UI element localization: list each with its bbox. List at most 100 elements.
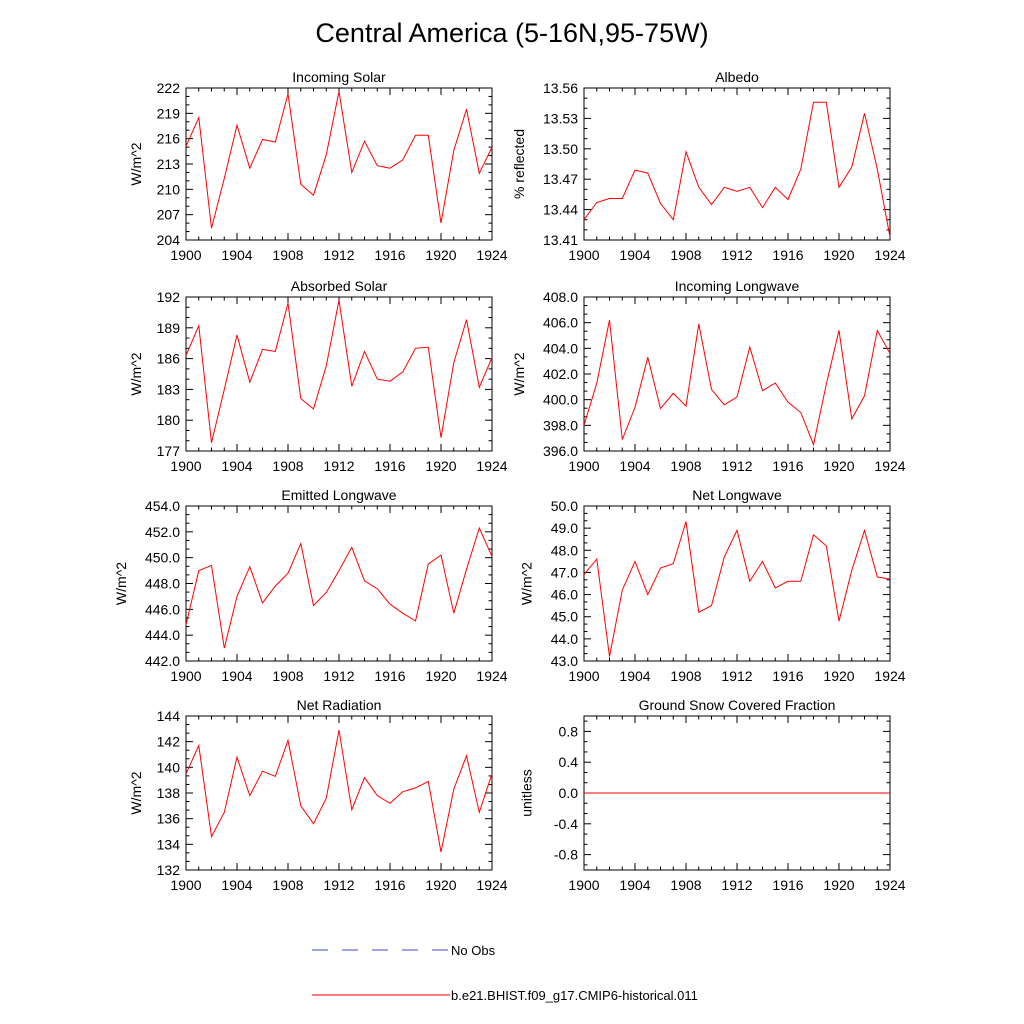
panel-title: Incoming Solar xyxy=(292,69,386,85)
y-axis-label: % reflected xyxy=(511,129,527,199)
y-axis-label: W/m^2 xyxy=(519,562,535,605)
x-tick-label: 1924 xyxy=(874,458,905,474)
y-tick-label: 448.0 xyxy=(145,576,180,592)
x-tick-label: 1908 xyxy=(670,458,701,474)
series-line xyxy=(583,320,891,447)
plot-frame xyxy=(185,296,493,452)
y-tick-label: 136 xyxy=(157,811,181,827)
y-tick-label: 222 xyxy=(157,80,181,96)
x-tick-label: 1908 xyxy=(670,247,701,263)
plot-frame xyxy=(185,715,493,871)
x-tick-label: 1912 xyxy=(323,247,354,263)
x-tick-label: 1920 xyxy=(425,458,456,474)
x-tick-label: 1904 xyxy=(619,877,650,893)
series-line xyxy=(185,526,493,649)
x-tick-label: 1908 xyxy=(272,458,303,474)
y-tick-label: 207 xyxy=(157,207,181,223)
plot-frame xyxy=(185,87,493,241)
x-tick-label: 1904 xyxy=(221,668,252,684)
y-tick-label: -0.8 xyxy=(554,847,578,863)
x-tick-label: 1908 xyxy=(670,877,701,893)
x-tick-label: 1916 xyxy=(772,247,803,263)
y-tick-label: 44.0 xyxy=(551,631,578,647)
y-tick-label: 406.0 xyxy=(543,315,578,331)
x-tick-label: 1908 xyxy=(272,668,303,684)
x-tick-label: 1916 xyxy=(772,668,803,684)
legend-item-model: b.e21.BHIST.f09_g17.CMIP6-historical.011 xyxy=(312,988,698,1003)
y-tick-label: 13.53 xyxy=(543,110,578,126)
panel-1: 1900 1904 1908 1912 1916 1920 1924 204 207 210 213… xyxy=(128,69,508,263)
y-tick-label: 13.41 xyxy=(543,232,578,248)
x-tick-label: 1924 xyxy=(476,247,507,263)
x-tick-label: 1912 xyxy=(323,668,354,684)
x-tick-label: 1920 xyxy=(425,668,456,684)
panel-6: 1900 1904 1908 1912 1916 1920 1924 43.0 44.0 45.0… xyxy=(519,487,906,684)
x-tick-label: 1924 xyxy=(874,877,905,893)
x-tick-label: 1916 xyxy=(374,458,405,474)
y-axis-label: W/m^2 xyxy=(128,771,144,814)
x-tick-label: 1920 xyxy=(823,247,854,263)
y-tick-label: 402.0 xyxy=(543,366,578,382)
x-tick-label: 1920 xyxy=(823,458,854,474)
y-tick-label: 0.4 xyxy=(559,754,579,770)
x-tick-label: 1900 xyxy=(170,877,201,893)
y-tick-label: 183 xyxy=(157,381,181,397)
y-tick-label: 48.0 xyxy=(551,542,578,558)
series-line xyxy=(583,521,891,657)
x-tick-label: 1924 xyxy=(476,668,507,684)
x-tick-label: 1904 xyxy=(221,877,252,893)
y-tick-label: 398.0 xyxy=(543,417,578,433)
y-tick-label: 43.0 xyxy=(551,653,578,669)
x-tick-label: 1904 xyxy=(221,247,252,263)
y-tick-label: 134 xyxy=(157,836,181,852)
series-line xyxy=(185,91,493,229)
y-tick-label: 396.0 xyxy=(543,443,578,459)
x-tick-label: 1900 xyxy=(170,247,201,263)
x-tick-label: 1904 xyxy=(619,458,650,474)
y-tick-label: 13.50 xyxy=(543,141,578,157)
x-tick-label: 1912 xyxy=(323,458,354,474)
y-axis-label: W/m^2 xyxy=(128,352,144,395)
x-tick-label: 1920 xyxy=(823,668,854,684)
y-tick-label: 400.0 xyxy=(543,392,578,408)
series-line xyxy=(185,300,493,443)
y-tick-label: 452.0 xyxy=(145,524,180,540)
x-tick-label: 1900 xyxy=(568,668,599,684)
y-tick-label: 192 xyxy=(157,289,181,305)
y-axis-label: W/m^2 xyxy=(113,562,129,605)
panel-5: 1900 1904 1908 1912 1916 1920 1924 442.0 444.0 44… xyxy=(113,487,508,684)
panel-7: 1900 1904 1908 1912 1916 1920 1924 132 134 136 138… xyxy=(128,697,508,893)
panel-title: Incoming Longwave xyxy=(675,278,800,294)
panel-title: Albedo xyxy=(715,69,759,85)
legend-item-no-obs: No Obs xyxy=(312,943,496,958)
y-tick-label: 132 xyxy=(157,862,181,878)
y-tick-label: 216 xyxy=(157,131,181,147)
y-tick-label: 444.0 xyxy=(145,627,180,643)
y-tick-label: 13.56 xyxy=(543,80,578,96)
plot-frame xyxy=(583,296,891,452)
plot-frame xyxy=(583,87,891,241)
x-tick-label: 1924 xyxy=(476,458,507,474)
legend: No Obs b.e21.BHIST.f09_g17.CMIP6-histori… xyxy=(312,943,698,1003)
panel-title: Emitted Longwave xyxy=(281,487,396,503)
y-tick-label: -0.4 xyxy=(554,816,578,832)
x-tick-label: 1900 xyxy=(568,458,599,474)
y-tick-label: 0.8 xyxy=(559,723,579,739)
x-tick-label: 1912 xyxy=(721,458,752,474)
panel-title: Net Longwave xyxy=(692,487,782,503)
y-tick-label: 450.0 xyxy=(145,550,180,566)
y-tick-label: 408.0 xyxy=(543,289,578,305)
y-tick-label: 219 xyxy=(157,105,181,121)
x-tick-label: 1916 xyxy=(772,458,803,474)
x-tick-label: 1900 xyxy=(170,458,201,474)
x-tick-label: 1912 xyxy=(721,247,752,263)
panel-title: Absorbed Solar xyxy=(291,278,388,294)
y-tick-label: 177 xyxy=(157,443,181,459)
y-tick-label: 0.0 xyxy=(559,785,579,801)
x-tick-label: 1908 xyxy=(272,877,303,893)
y-tick-label: 45.0 xyxy=(551,609,578,625)
series-line xyxy=(185,730,493,853)
x-tick-label: 1900 xyxy=(170,668,201,684)
y-tick-label: 210 xyxy=(157,181,181,197)
